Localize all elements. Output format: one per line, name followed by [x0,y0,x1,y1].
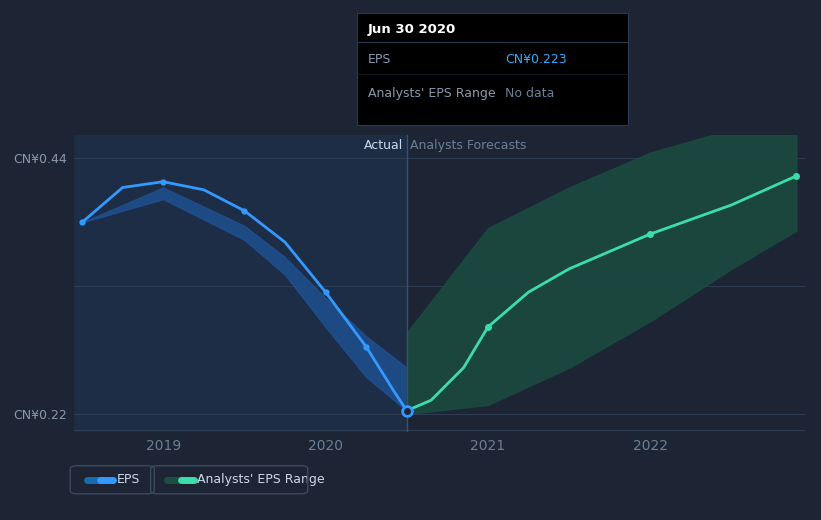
Bar [74,135,406,432]
Text: Analysts Forecasts: Analysts Forecasts [410,139,526,152]
Text: Analysts' EPS Range: Analysts' EPS Range [197,473,324,486]
Text: Jun 30 2020: Jun 30 2020 [368,23,456,36]
Text: Actual: Actual [365,139,403,152]
Text: Analysts' EPS Range: Analysts' EPS Range [368,87,495,100]
Text: EPS: EPS [117,473,140,486]
Text: EPS: EPS [368,53,391,66]
Text: No data: No data [505,87,554,100]
Text: CN¥0.223: CN¥0.223 [505,53,566,66]
